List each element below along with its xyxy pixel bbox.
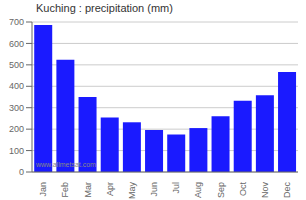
svg-text:200: 200 — [9, 124, 24, 134]
svg-text:Oct: Oct — [238, 182, 248, 197]
svg-text:Jun: Jun — [149, 182, 159, 197]
svg-text:Feb: Feb — [60, 182, 70, 198]
svg-text:700: 700 — [9, 17, 24, 27]
svg-text:May: May — [127, 182, 137, 200]
svg-text:500: 500 — [9, 60, 24, 70]
svg-text:300: 300 — [9, 103, 24, 113]
svg-text:Sep: Sep — [216, 182, 226, 198]
svg-text:Jul: Jul — [171, 182, 181, 194]
svg-text:Dec: Dec — [282, 182, 292, 199]
svg-text:Apr: Apr — [105, 182, 115, 196]
svg-text:100: 100 — [9, 146, 24, 156]
svg-text:0: 0 — [19, 167, 24, 177]
svg-text:600: 600 — [9, 39, 24, 49]
svg-text:Mar: Mar — [83, 182, 93, 198]
html-text:Kuching : precipitation (mm): Kuching : precipitation (mm) — [36, 2, 173, 14]
svg-text:Aug: Aug — [193, 182, 203, 198]
html-text:www.allmetsat.com: www.allmetsat.com — [36, 161, 96, 168]
svg-text:Nov: Nov — [260, 182, 270, 199]
svg-text:400: 400 — [9, 81, 24, 91]
svg-text:Jan: Jan — [38, 182, 48, 197]
